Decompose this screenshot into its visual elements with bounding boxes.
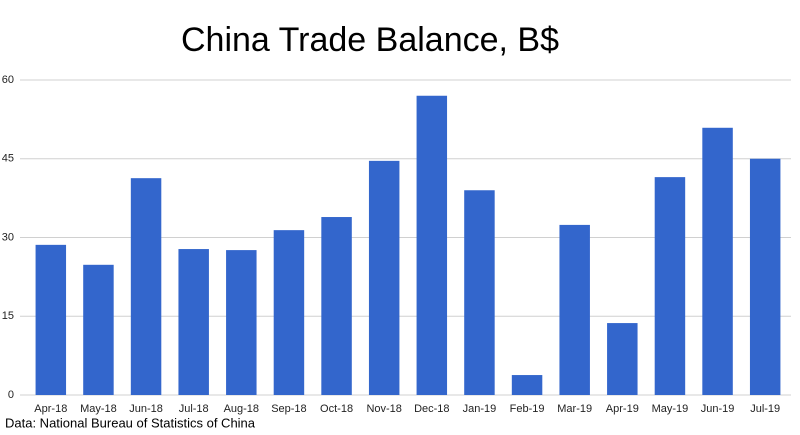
bar: [559, 224, 590, 395]
bar: [511, 375, 543, 395]
x-tick-label: Feb-19: [510, 403, 545, 415]
bar: [321, 217, 352, 395]
bar: [464, 190, 495, 395]
x-tick-label: Jul-18: [179, 403, 209, 415]
x-tick-label: Jun-18: [129, 403, 163, 415]
x-tick-label: Aug-18: [224, 403, 259, 415]
bar: [654, 177, 686, 395]
bar: [226, 250, 257, 395]
x-tick-label: Jan-19: [463, 403, 497, 415]
source-note: Data: National Bureau of Statistics of C…: [5, 415, 256, 430]
y-tick-label: 60: [2, 74, 14, 86]
y-tick-label: 45: [2, 153, 14, 165]
x-tick-label: Dec-18: [414, 403, 449, 415]
x-tick-label: Jun-19: [701, 403, 735, 415]
bar: [130, 178, 162, 395]
bar: [178, 249, 209, 395]
bar: [749, 158, 781, 395]
bar: [273, 230, 305, 395]
x-tick-label: Jul-19: [750, 403, 780, 415]
bar: [35, 244, 67, 395]
bar: [607, 323, 638, 395]
y-tick-label: 30: [2, 231, 14, 243]
bar: [416, 95, 448, 395]
bar: [83, 264, 114, 395]
x-tick-label: Mar-19: [557, 403, 592, 415]
y-tick-label: 0: [8, 389, 14, 401]
x-tick-label: Apr-19: [606, 403, 639, 415]
chart-title: China Trade Balance, B$: [181, 21, 559, 59]
bar: [702, 127, 733, 396]
x-tick-label: Apr-18: [34, 403, 67, 415]
x-tick-label: Nov-18: [366, 403, 401, 415]
y-tick-label: 15: [2, 310, 14, 322]
x-tick-label: Oct-18: [320, 403, 353, 415]
x-tick-label: May-18: [80, 403, 117, 415]
x-tick-label: Sep-18: [271, 403, 306, 415]
x-tick-label: May-19: [652, 403, 689, 415]
bar: [368, 160, 400, 395]
